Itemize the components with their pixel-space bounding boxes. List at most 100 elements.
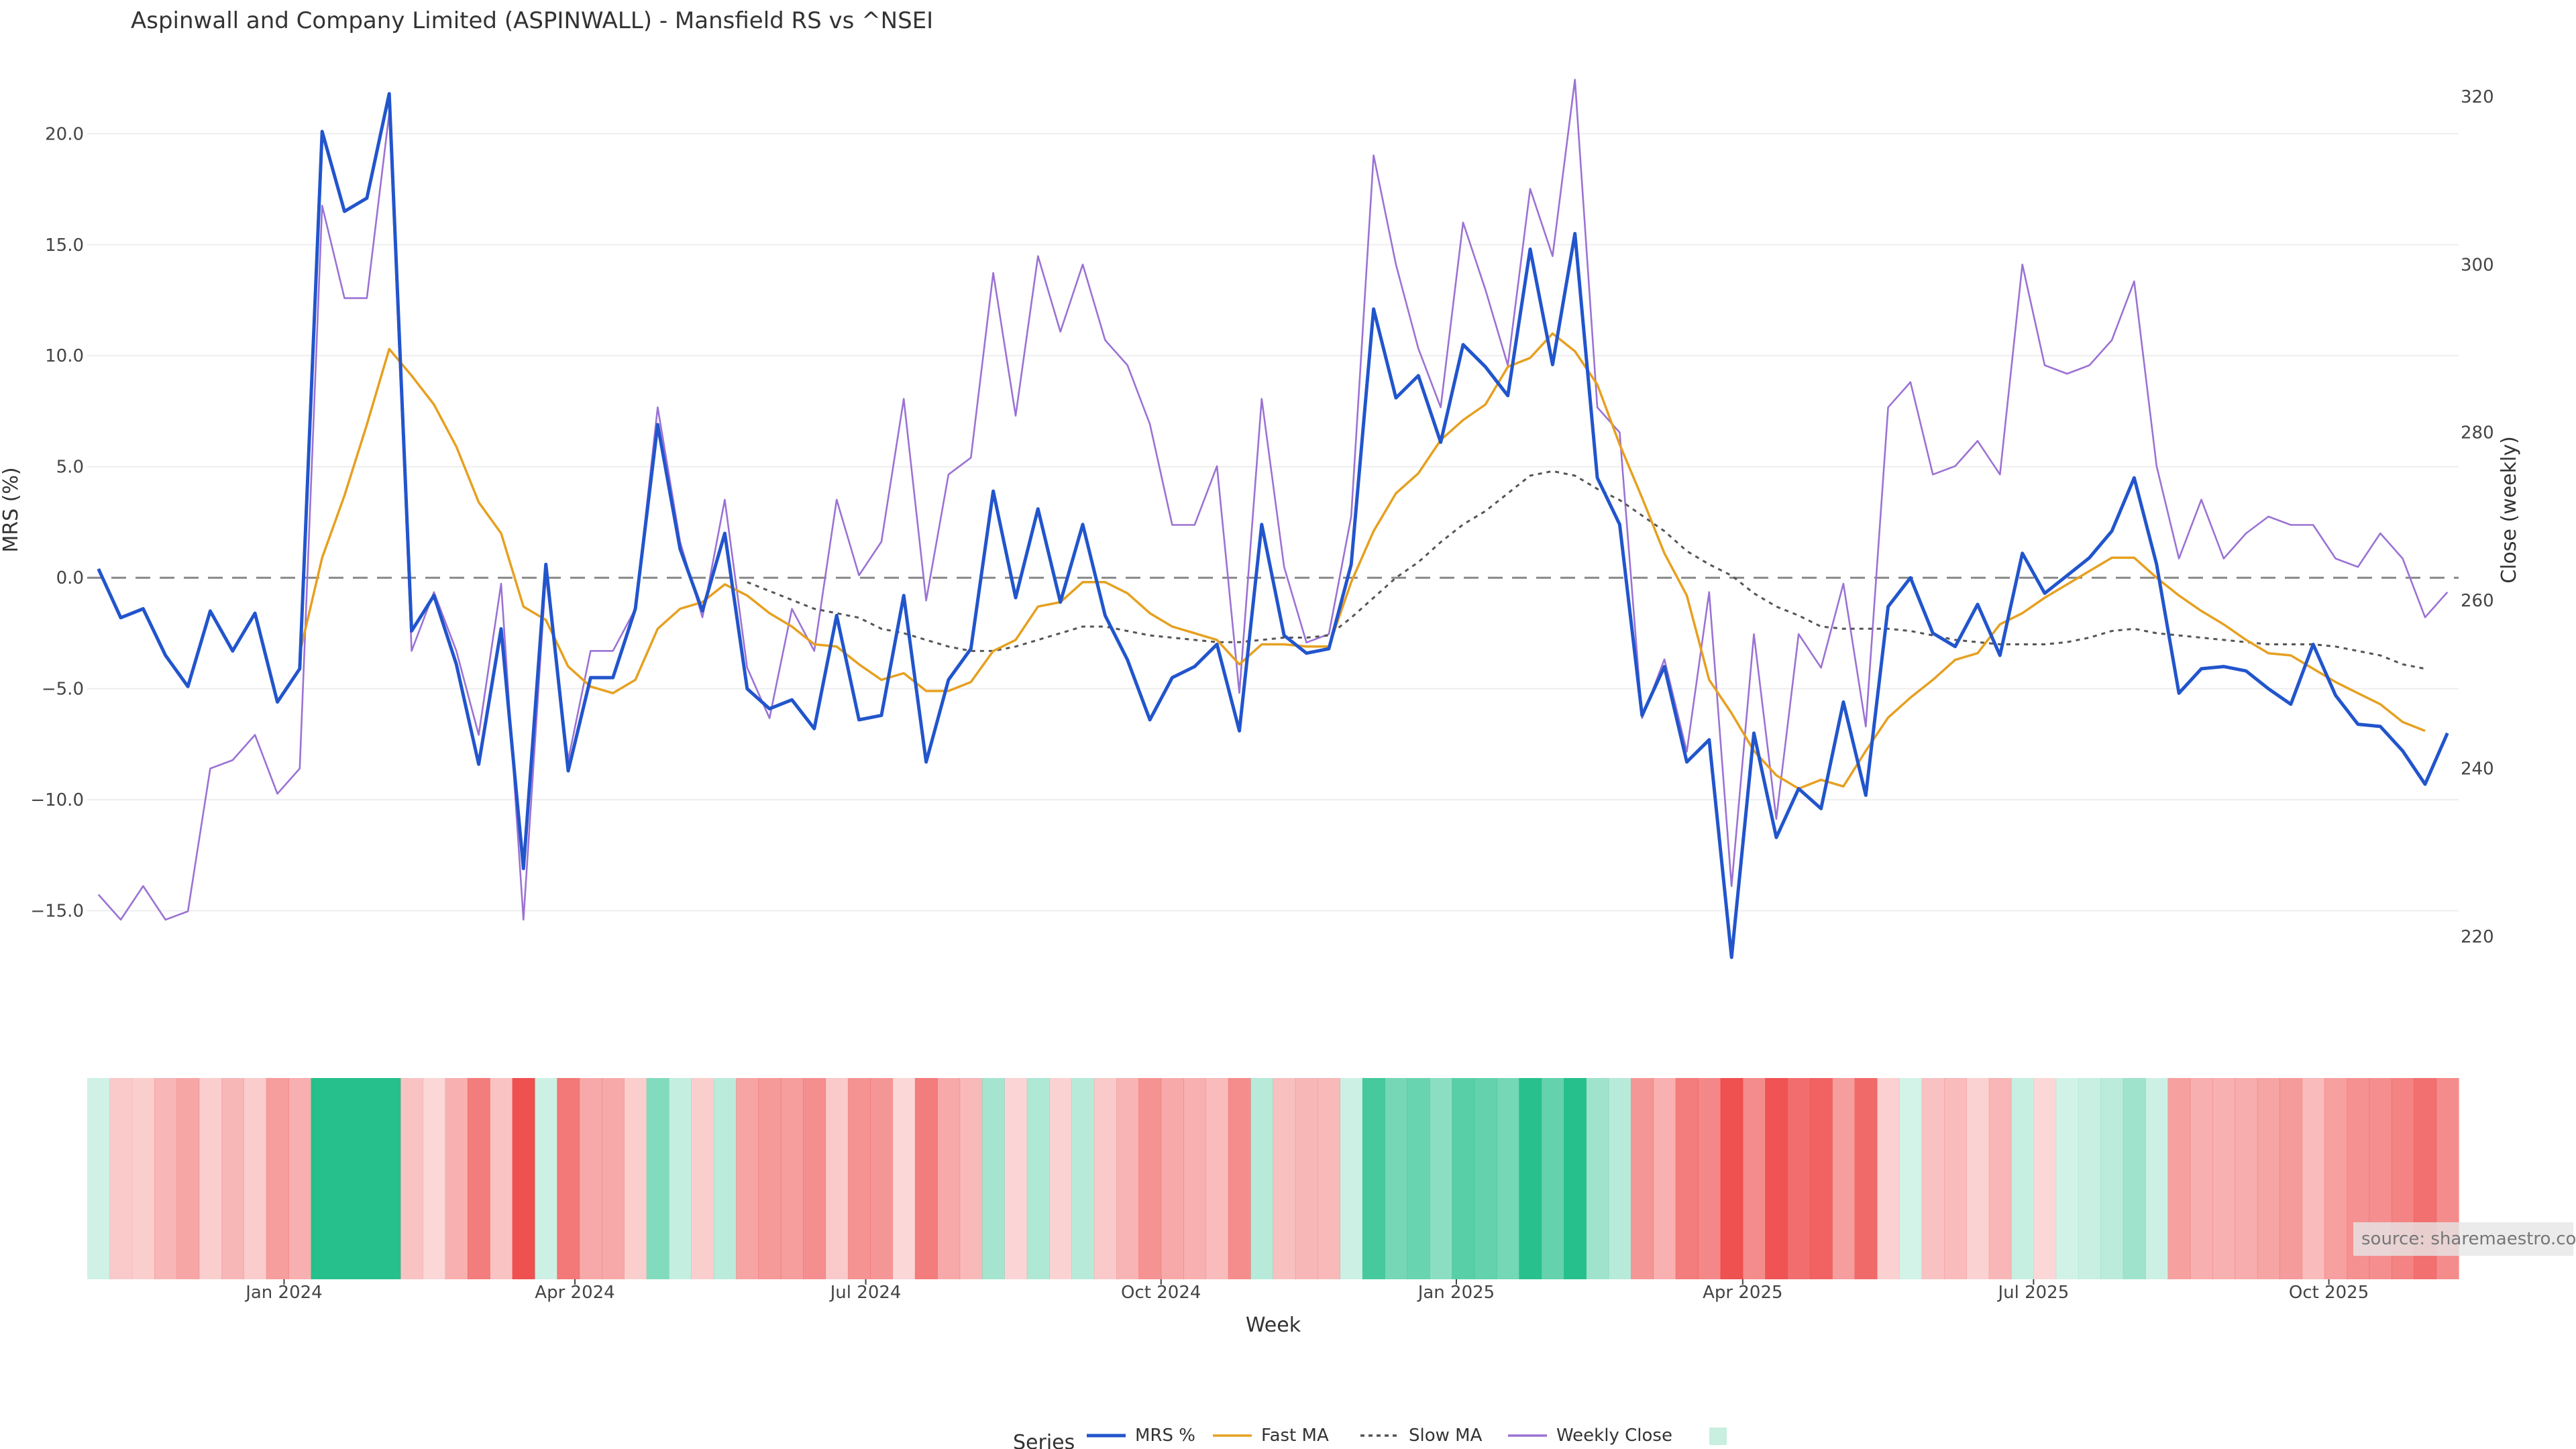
heatmap-cell	[1608, 1078, 1631, 1279]
legend-label: Fast MA	[1261, 1426, 1329, 1446]
heatmap-cell	[713, 1078, 737, 1279]
heatmap-cell	[1250, 1078, 1274, 1279]
heatmap-cell	[1049, 1078, 1072, 1279]
heatmap-cell	[1653, 1078, 1676, 1279]
heatmap-cell	[959, 1078, 983, 1279]
heatmap-cell	[467, 1078, 490, 1279]
heatmap-cell	[1765, 1078, 1788, 1279]
heatmap-cell	[1966, 1078, 1990, 1279]
heatmap-cell	[176, 1078, 200, 1279]
heatmap-cell	[736, 1078, 759, 1279]
heatmap-cell	[1205, 1078, 1229, 1279]
heatmap-cell	[803, 1078, 826, 1279]
heatmap-cell	[1407, 1078, 1430, 1279]
heatmap-cell	[1161, 1078, 1184, 1279]
heatmap-cell	[825, 1078, 849, 1279]
heatmap-cell	[2279, 1078, 2303, 1279]
heatmap-cell	[445, 1078, 468, 1279]
heatmap-cell	[579, 1078, 602, 1279]
heatmap-cell	[2011, 1078, 2034, 1279]
heatmap-cell	[1742, 1078, 1766, 1279]
heatmap-cell	[1273, 1078, 1296, 1279]
heatmap-cell	[1318, 1078, 1341, 1279]
heatmap-cell	[1228, 1078, 1251, 1279]
heatmap-cell	[691, 1078, 714, 1279]
legend: Series MRS % Fast MA Slow MA Weekly Close	[1013, 1426, 1727, 1449]
gridlines	[87, 133, 2459, 912]
heatmap-cell	[602, 1078, 625, 1279]
heatmap-cell	[1564, 1078, 1587, 1279]
x-tick-label: Apr 2025	[1703, 1283, 1782, 1303]
heatmap-cell	[780, 1078, 804, 1279]
series-mrs-line	[97, 92, 2449, 959]
x-tick-label: Jul 2025	[1996, 1283, 2069, 1303]
heatmap-cell	[221, 1078, 244, 1279]
heatmap-cell	[2100, 1078, 2124, 1279]
heatmap-cell	[109, 1078, 133, 1279]
heatmap-cell	[1698, 1078, 1721, 1279]
y2-tick-label: 320	[2461, 87, 2494, 107]
heatmap-cell	[1519, 1078, 1542, 1279]
heatmap-cell	[669, 1078, 692, 1279]
series-fast-ma-group	[299, 332, 2426, 790]
heatmap-cell	[2190, 1078, 2213, 1279]
legend-swatch	[1709, 1428, 1727, 1445]
source-note: source: sharemaestro.com	[2361, 1229, 2576, 1249]
series-mrs-group	[97, 92, 2449, 959]
heatmap-cell	[356, 1078, 379, 1279]
heatmap-cell	[87, 1078, 110, 1279]
legend-label: Weekly Close	[1556, 1426, 1672, 1446]
y-axis-right-title: Close (weekly)	[2498, 436, 2521, 584]
heatmap-cell	[2123, 1078, 2146, 1279]
x-tick-label: Jul 2024	[829, 1283, 902, 1303]
heatmap-cell	[2212, 1078, 2236, 1279]
heatmap-cell	[423, 1078, 446, 1279]
heatmap-cell	[1944, 1078, 1967, 1279]
heatmap-cell	[266, 1078, 289, 1279]
x-tick-label: Oct 2025	[2289, 1283, 2369, 1303]
source-note-bg	[2353, 1222, 2573, 1256]
heatmap-cell	[2235, 1078, 2258, 1279]
heatmap-cell	[914, 1078, 938, 1279]
heatmap-cell	[1004, 1078, 1028, 1279]
y2-tick-label: 240	[2461, 759, 2494, 780]
y-tick-label: 0.0	[56, 568, 84, 588]
heatmap-cell	[311, 1078, 334, 1279]
series-slow-ma-group	[747, 470, 2426, 670]
legend-label: Slow MA	[1409, 1426, 1483, 1446]
legend-title: Series	[1013, 1431, 1075, 1449]
series-weekly-close-line	[97, 78, 2449, 921]
x-tick-label: Oct 2024	[1121, 1283, 1201, 1303]
chart-title: Aspinwall and Company Limited (ASPINWALL…	[131, 7, 933, 34]
x-tick-label: Jan 2025	[1417, 1283, 1495, 1303]
y-tick-label: 10.0	[45, 346, 84, 366]
heatmap-cell	[490, 1078, 513, 1279]
heatmap-cell	[1362, 1078, 1385, 1279]
heatmap-cell	[646, 1078, 669, 1279]
heatmap-cell	[1138, 1078, 1162, 1279]
heatmap-cell	[1832, 1078, 1856, 1279]
heatmap-cell	[2145, 1078, 2168, 1279]
heatmap-cell	[1071, 1078, 1095, 1279]
mrs-heatmap-band	[87, 1078, 2459, 1279]
heatmap-cell	[1474, 1078, 1497, 1279]
x-tick-label: Apr 2024	[535, 1283, 614, 1303]
series-slow-ma-line	[747, 470, 2426, 670]
heatmap-cell	[2257, 1078, 2280, 1279]
heatmap-cell	[1675, 1078, 1699, 1279]
series-weekly-close-group	[97, 78, 2449, 921]
heatmap-cell	[244, 1078, 267, 1279]
y-tick-label: −15.0	[30, 902, 84, 922]
heatmap-cell	[2324, 1078, 2347, 1279]
heatmap-cell	[535, 1078, 557, 1279]
heatmap-cell	[1809, 1078, 1833, 1279]
heatmap-cell	[1385, 1078, 1408, 1279]
heatmap-cell	[2302, 1078, 2325, 1279]
heatmap-cell	[1921, 1078, 1945, 1279]
heatmap-cell	[1340, 1078, 1363, 1279]
heatmap-cell	[1899, 1078, 1923, 1279]
heatmap-cell	[154, 1078, 177, 1279]
heatmap-cell	[982, 1078, 1005, 1279]
heatmap-cell	[512, 1078, 535, 1279]
